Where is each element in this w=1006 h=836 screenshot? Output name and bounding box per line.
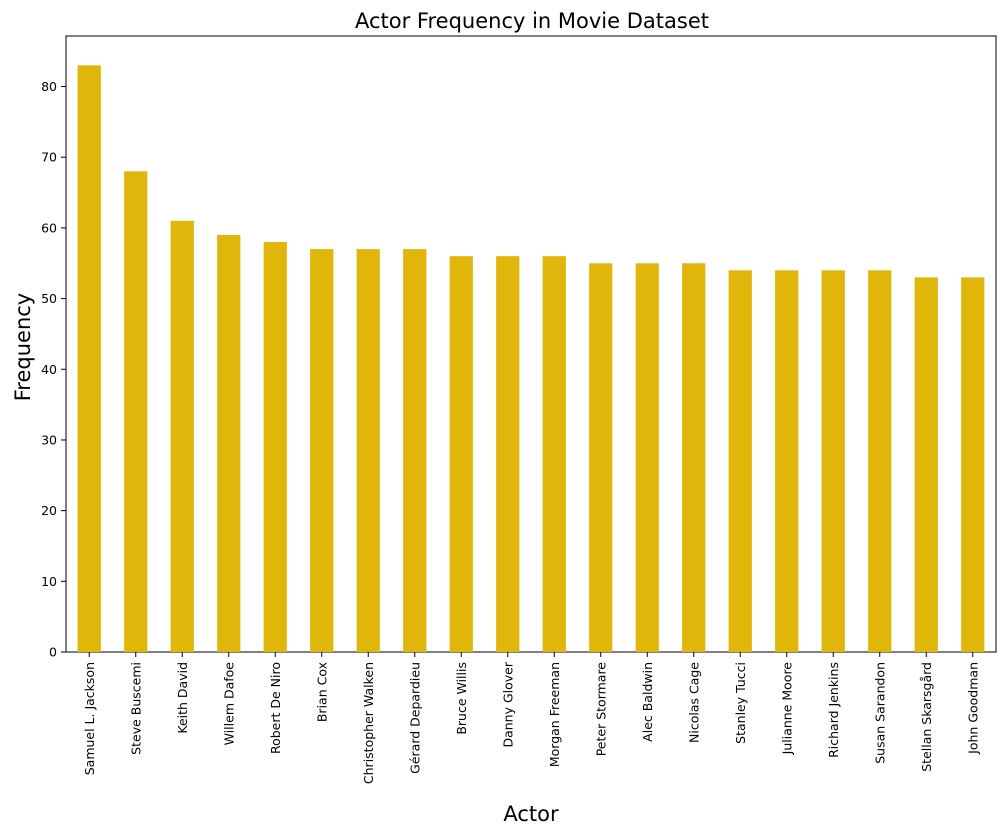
- x-axis-label: Actor: [503, 802, 559, 826]
- axes-frame: [65, 35, 997, 653]
- x-tick-label: Willem Dafoe: [221, 662, 236, 746]
- x-tick-label: Bruce Willis: [454, 662, 469, 735]
- bar: [217, 234, 241, 652]
- bar: [542, 256, 566, 652]
- x-tick-label: John Goodman: [965, 662, 980, 755]
- x-tick-label: Brian Cox: [314, 662, 329, 722]
- x-tick-label: Nicolas Cage: [686, 662, 701, 743]
- x-tick-label: Christopher Walken: [361, 662, 376, 784]
- x-tick-label: Steve Buscemi: [128, 662, 143, 755]
- bar: [356, 249, 380, 652]
- x-tick-label: Stellan Skarsgård: [919, 662, 934, 772]
- x-tick-label: Keith David: [175, 662, 190, 734]
- y-tick-label: 50: [41, 291, 57, 306]
- y-tick-label: 30: [41, 432, 57, 447]
- y-tick-label: 70: [41, 150, 57, 165]
- x-tick-label: Alec Baldwin: [640, 662, 655, 742]
- bar: [403, 249, 427, 652]
- y-tick-label: 20: [41, 503, 57, 518]
- x-tick-label: Stanley Tucci: [733, 662, 748, 744]
- bar: [263, 242, 287, 652]
- y-tick-label: 0: [49, 645, 57, 660]
- x-tick-label: Samuel L. Jackson: [82, 662, 97, 775]
- bar: [635, 263, 659, 652]
- x-tick-label: Susan Sarandon: [872, 662, 887, 764]
- plot-frame: [65, 35, 997, 653]
- x-axis-ticks: Samuel L. Jackson Steve Buscemi Keith Davi…: [82, 652, 980, 784]
- bar: [124, 171, 148, 653]
- x-tick-label: Gérard Depardieu: [407, 662, 422, 774]
- bar: [821, 270, 845, 652]
- bar: [914, 277, 938, 652]
- chart-title: Actor Frequency in Movie Dataset: [355, 9, 709, 33]
- bar: [961, 277, 985, 652]
- x-tick-label: Richard Jenkins: [826, 662, 841, 758]
- bar: [728, 270, 752, 652]
- y-tick-label: 40: [41, 362, 57, 377]
- x-tick-label: Julianne Moore: [779, 662, 794, 756]
- bar: [496, 256, 520, 652]
- x-tick-label: Peter Stormare: [593, 662, 608, 757]
- bar: [310, 249, 334, 652]
- bars-group: [77, 65, 985, 653]
- y-axis-ticks: 0 10 20 30 40 50 60 70 80: [41, 79, 66, 660]
- bar: [868, 270, 892, 652]
- bar: [682, 263, 706, 652]
- bar: [170, 220, 194, 653]
- x-tick-label: Danny Glover: [500, 661, 515, 747]
- bar: [589, 263, 613, 652]
- y-tick-label: 60: [41, 220, 57, 235]
- y-axis-label: Frequency: [11, 293, 35, 402]
- bar: [775, 270, 799, 652]
- bar: [449, 256, 473, 652]
- y-tick-label: 80: [41, 79, 57, 94]
- x-tick-label: Robert De Niro: [268, 662, 283, 754]
- bar: [77, 65, 101, 653]
- x-tick-label: Morgan Freeman: [547, 662, 562, 767]
- y-tick-label: 10: [41, 574, 57, 589]
